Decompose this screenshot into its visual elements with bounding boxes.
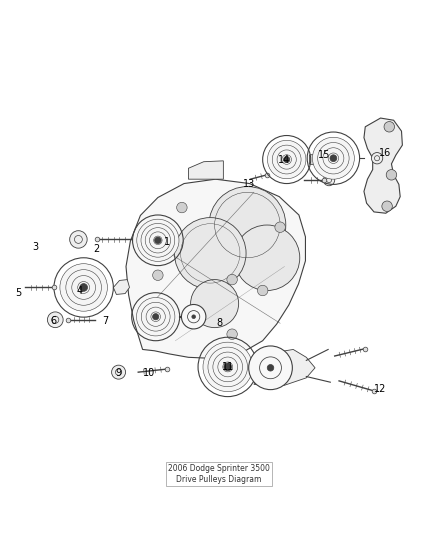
Circle shape: [154, 236, 162, 245]
Circle shape: [209, 187, 286, 263]
Text: 8: 8: [216, 318, 222, 328]
Circle shape: [72, 276, 95, 300]
Circle shape: [137, 297, 175, 336]
Text: 2: 2: [94, 244, 100, 254]
Text: 15: 15: [318, 150, 330, 160]
Circle shape: [328, 153, 339, 164]
Circle shape: [141, 223, 175, 257]
Circle shape: [223, 362, 233, 372]
Circle shape: [80, 284, 88, 292]
Polygon shape: [364, 118, 403, 213]
Circle shape: [47, 312, 63, 328]
Circle shape: [234, 225, 300, 290]
Circle shape: [149, 232, 166, 249]
Circle shape: [152, 270, 163, 280]
Circle shape: [191, 280, 239, 328]
Circle shape: [66, 270, 102, 305]
Text: 14: 14: [279, 155, 291, 165]
Circle shape: [151, 312, 160, 321]
Circle shape: [323, 174, 335, 185]
Polygon shape: [126, 179, 305, 358]
Circle shape: [174, 217, 246, 289]
Circle shape: [137, 219, 179, 261]
Text: 12: 12: [374, 384, 387, 394]
Polygon shape: [113, 280, 130, 294]
Circle shape: [318, 142, 349, 174]
Text: 13: 13: [244, 179, 256, 189]
Circle shape: [277, 150, 296, 169]
Polygon shape: [254, 350, 315, 385]
Circle shape: [330, 155, 337, 161]
Circle shape: [386, 169, 397, 180]
Circle shape: [371, 152, 383, 164]
Circle shape: [152, 313, 159, 320]
Circle shape: [283, 156, 290, 163]
Circle shape: [282, 155, 291, 164]
Circle shape: [112, 365, 126, 379]
Circle shape: [208, 347, 247, 387]
Circle shape: [177, 203, 187, 213]
Text: 9: 9: [116, 368, 122, 378]
Text: 16: 16: [379, 148, 391, 158]
Polygon shape: [188, 161, 223, 179]
Circle shape: [384, 122, 395, 132]
Text: 4: 4: [76, 286, 82, 295]
Text: 10: 10: [143, 368, 155, 378]
Text: 7: 7: [102, 316, 109, 326]
Circle shape: [249, 346, 292, 390]
Circle shape: [267, 365, 274, 371]
Circle shape: [70, 231, 87, 248]
Text: 11: 11: [222, 362, 234, 372]
Circle shape: [272, 145, 301, 174]
Circle shape: [213, 352, 243, 382]
Circle shape: [203, 342, 252, 392]
Circle shape: [141, 302, 170, 331]
Circle shape: [323, 148, 344, 169]
Circle shape: [218, 357, 238, 377]
Circle shape: [224, 363, 232, 371]
Circle shape: [145, 228, 170, 253]
Text: 5: 5: [15, 288, 21, 298]
Circle shape: [275, 222, 286, 232]
Circle shape: [181, 304, 206, 329]
Circle shape: [382, 201, 392, 212]
Circle shape: [155, 237, 161, 244]
Circle shape: [78, 281, 90, 293]
Circle shape: [268, 140, 306, 179]
Circle shape: [227, 329, 237, 340]
FancyBboxPatch shape: [309, 155, 321, 164]
Text: 3: 3: [32, 242, 39, 252]
Text: 2006 Dodge Sprinter 3500
Drive Pulleys Diagram: 2006 Dodge Sprinter 3500 Drive Pulleys D…: [168, 464, 270, 483]
Circle shape: [227, 274, 237, 285]
Text: 1: 1: [163, 238, 170, 247]
Circle shape: [312, 138, 354, 179]
Circle shape: [60, 264, 107, 311]
Circle shape: [146, 307, 165, 326]
Circle shape: [258, 285, 268, 296]
Text: 6: 6: [50, 316, 56, 326]
Circle shape: [192, 315, 195, 319]
